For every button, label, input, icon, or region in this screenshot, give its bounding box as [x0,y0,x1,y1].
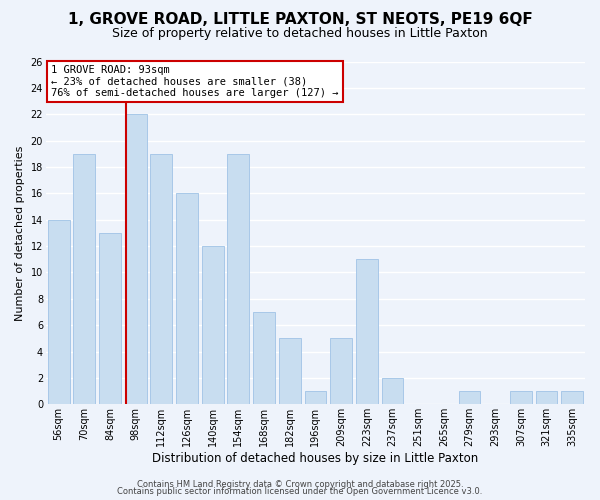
Text: 1 GROVE ROAD: 93sqm
← 23% of detached houses are smaller (38)
76% of semi-detach: 1 GROVE ROAD: 93sqm ← 23% of detached ho… [51,65,339,98]
Bar [330,338,352,404]
Bar [202,246,224,404]
Bar [382,378,403,404]
Bar [253,312,275,404]
Text: Contains HM Land Registry data © Crown copyright and database right 2025.: Contains HM Land Registry data © Crown c… [137,480,463,489]
Text: Contains public sector information licensed under the Open Government Licence v3: Contains public sector information licen… [118,487,482,496]
Bar [99,233,121,404]
Bar [48,220,70,404]
Bar [151,154,172,405]
X-axis label: Distribution of detached houses by size in Little Paxton: Distribution of detached houses by size … [152,452,479,465]
Bar [458,391,481,404]
Bar [227,154,250,405]
Bar [279,338,301,404]
Text: Size of property relative to detached houses in Little Paxton: Size of property relative to detached ho… [112,28,488,40]
Bar [561,391,583,404]
Bar [510,391,532,404]
Bar [536,391,557,404]
Bar [356,260,377,404]
Bar [176,194,198,404]
Text: 1, GROVE ROAD, LITTLE PAXTON, ST NEOTS, PE19 6QF: 1, GROVE ROAD, LITTLE PAXTON, ST NEOTS, … [68,12,532,28]
Bar [73,154,95,405]
Bar [125,114,146,405]
Y-axis label: Number of detached properties: Number of detached properties [15,145,25,320]
Bar [305,391,326,404]
